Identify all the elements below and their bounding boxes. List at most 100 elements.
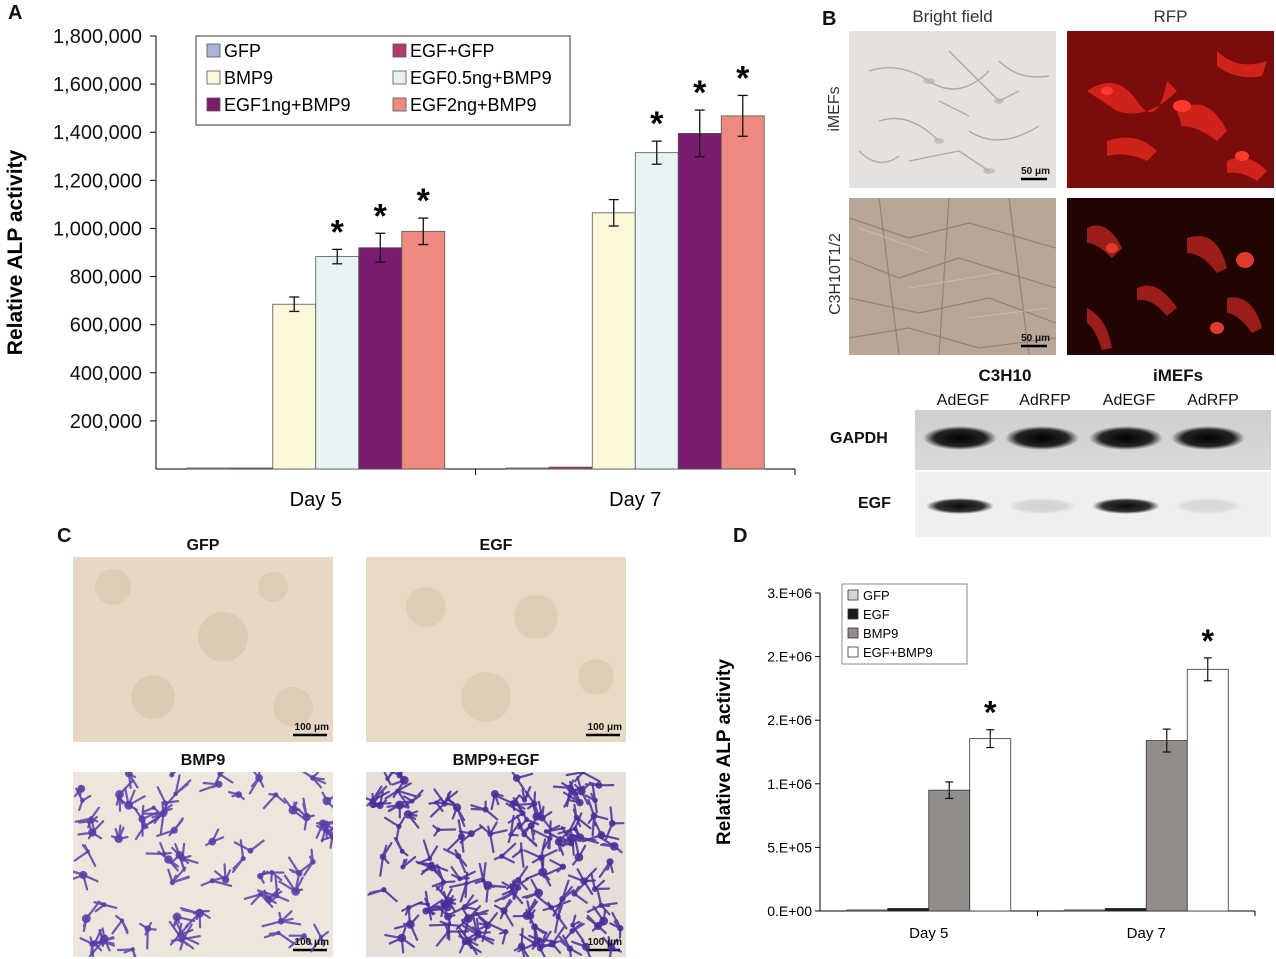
stain-deposit xyxy=(552,779,579,808)
stain-deposit xyxy=(533,820,552,851)
gapdh-band xyxy=(1005,426,1079,450)
egf-band xyxy=(1092,498,1160,514)
stain-deposit xyxy=(181,934,187,940)
stain-deposit xyxy=(567,833,577,843)
stain-deposit xyxy=(499,853,505,859)
bar xyxy=(677,133,722,470)
stain-deposit xyxy=(580,772,585,775)
stain-deposit xyxy=(273,792,279,798)
stain-deposit xyxy=(573,814,580,820)
stain-deposit xyxy=(164,855,173,864)
legend-label: EGF0.5ng+BMP9 xyxy=(410,68,552,88)
alp-stain-bmp9-egf-image: 100 μm xyxy=(366,772,626,957)
stain-deposit xyxy=(516,814,538,848)
stain-deposit xyxy=(302,813,311,822)
stain-deposit xyxy=(431,863,456,892)
gel-image xyxy=(915,410,1271,537)
stain-deposit xyxy=(595,781,603,789)
bar xyxy=(1145,740,1188,912)
stain-deposit xyxy=(599,836,623,854)
stain-deposit xyxy=(597,831,606,840)
stain-deposit xyxy=(554,838,563,846)
stain-deposit xyxy=(403,810,413,819)
stain-deposit xyxy=(379,853,387,861)
stain-deposit xyxy=(169,772,175,778)
stain-deposit xyxy=(557,828,572,856)
y-tick-label: 800,000 xyxy=(70,267,142,289)
stain-deposit xyxy=(490,790,499,798)
stain-deposit xyxy=(524,817,530,823)
stain-deposit xyxy=(532,811,542,821)
stain-deposit xyxy=(243,893,277,908)
stain-deposit xyxy=(261,910,302,928)
stain-deposit xyxy=(446,929,451,934)
stain-deposit xyxy=(573,879,589,904)
stain-deposit xyxy=(399,775,409,785)
stain-deposit xyxy=(425,902,430,907)
x-tick-label: Day 7 xyxy=(1127,925,1166,942)
stain-deposit xyxy=(127,772,139,789)
stain-deposit xyxy=(592,886,598,892)
stain-deposit xyxy=(427,856,433,862)
bar xyxy=(272,303,317,470)
stain-deposit xyxy=(493,842,517,864)
gapdh-band xyxy=(1171,426,1245,450)
stain-deposit xyxy=(88,929,116,957)
legend-swatch xyxy=(206,43,221,58)
x-tick-label: Day 5 xyxy=(909,925,948,942)
stain-deposit xyxy=(291,887,300,896)
stain-deposit xyxy=(455,853,462,860)
stain-deposit xyxy=(217,772,223,777)
stain-deposit xyxy=(73,844,97,867)
stain-deposit xyxy=(457,833,465,841)
bar xyxy=(846,909,889,912)
stain-deposit xyxy=(383,772,395,786)
stain-deposit xyxy=(511,842,525,868)
stain-deposit xyxy=(531,800,538,807)
stain-deposit xyxy=(503,929,509,935)
stain-deposit xyxy=(93,929,115,952)
stain-deposit xyxy=(526,912,535,920)
bar xyxy=(887,908,930,912)
stain-deposit xyxy=(474,931,480,937)
stain-deposit xyxy=(594,922,602,931)
stain-deposit xyxy=(576,798,584,807)
significance-star: * xyxy=(693,74,707,112)
panel-c-title-bmp9: BMP9 xyxy=(180,752,226,769)
stain-deposit xyxy=(181,842,199,865)
stain-deposit xyxy=(558,826,573,847)
stain-deposit xyxy=(609,841,619,851)
stain-deposit xyxy=(116,948,137,957)
stain-deposit xyxy=(255,774,263,782)
stain-deposit xyxy=(288,856,301,888)
stain-deposit xyxy=(429,788,456,818)
bar xyxy=(186,467,231,470)
stain-deposit xyxy=(478,912,498,943)
stain-deposit xyxy=(257,871,285,883)
stain-deposit xyxy=(500,907,508,915)
stain-deposit xyxy=(461,915,495,945)
stain-deposit xyxy=(452,803,462,812)
stain-deposit xyxy=(407,810,420,829)
stain-deposit xyxy=(80,798,85,803)
stain-deposit xyxy=(130,947,135,952)
legend-box xyxy=(195,35,571,126)
stain-deposit xyxy=(399,848,405,854)
stain-deposit xyxy=(525,854,552,887)
stain-deposit xyxy=(173,791,179,797)
stain-deposit xyxy=(247,847,254,854)
stain-deposit xyxy=(565,772,601,783)
x-tick-label: Day 7 xyxy=(609,489,661,511)
stain-deposit xyxy=(545,824,566,840)
stain-deposit xyxy=(474,911,479,917)
stain-deposit xyxy=(481,878,486,883)
stain-deposit xyxy=(587,798,609,837)
stain-deposit xyxy=(240,856,246,862)
significance-star: * xyxy=(374,197,388,235)
y-tick-label: 1,600,000 xyxy=(53,74,142,96)
stain-deposit xyxy=(209,878,216,884)
stain-deposit xyxy=(547,897,568,934)
gel-row-egf: EGF xyxy=(858,495,891,512)
stain-deposit xyxy=(401,901,423,927)
stain-deposit xyxy=(208,837,217,846)
